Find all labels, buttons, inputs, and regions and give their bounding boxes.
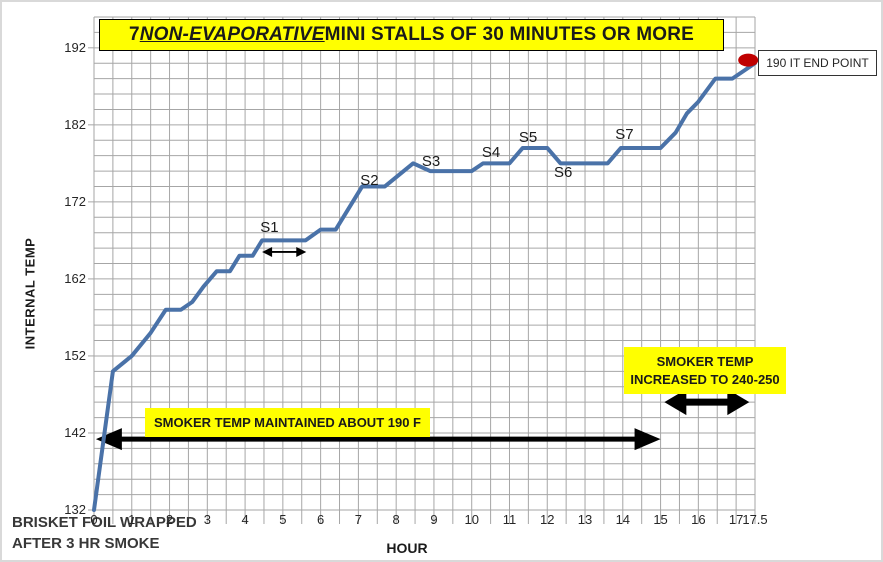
stall-label-s5: S5 <box>518 128 538 146</box>
x-tick-label: 6 <box>317 512 325 527</box>
chart-title-emphasis: NON-EVAPORATIVE <box>139 24 325 45</box>
stall-label-s4: S4 <box>481 144 501 162</box>
stall-label-s6: S6 <box>554 164 573 182</box>
brisket-caption-line2: AFTER 3 HR SMOKE <box>12 535 160 552</box>
chart-title-prefix: 7 <box>128 24 140 45</box>
x-tick-label: 4 <box>241 512 249 527</box>
brisket-caption: BRISKET FOIL WRAPPED AFTER 3 HR SMOKE <box>12 512 197 554</box>
y-tick-label: 182 <box>64 116 86 132</box>
stall-label-s2: S2 <box>360 171 379 189</box>
x-tick-label: 9 <box>430 512 438 527</box>
stall-label-s3: S3 <box>421 152 441 170</box>
smoker-increased-note-line2: INCREASED TO 240-250 <box>630 371 780 387</box>
x-tick-label: 0 <box>90 512 98 527</box>
temperature-line <box>92 61 757 512</box>
stall-label-s1: S1 <box>260 218 279 236</box>
smoker-increased-note-line1: SMOKER TEMP <box>656 353 754 369</box>
x-tick-label: 1 <box>128 512 136 527</box>
stall-label-s7: S7 <box>615 126 634 144</box>
x-tick-label: 8 <box>392 512 400 527</box>
smoker-increased-note: SMOKER TEMP INCREASED TO 240-250 <box>624 347 786 394</box>
x-tick-label: 11 <box>502 512 517 527</box>
chart-title-suffix: MINI STALLS OF 30 MINUTES OR MORE <box>324 24 695 45</box>
smoker-maintained-note: SMOKER TEMP MAINTAINED ABOUT 190 F <box>145 408 430 437</box>
x-tick-label: 16 <box>691 512 706 527</box>
y-tick-label: 132 <box>64 502 86 517</box>
y-tick-label: 192 <box>64 39 86 55</box>
end-point-marker <box>738 53 759 67</box>
x-axis-title: HOUR <box>386 540 428 556</box>
x-tick-label: 14 <box>615 512 631 527</box>
y-tick-label: 172 <box>64 193 86 209</box>
end-point-label: 190 IT END POINT <box>758 50 877 76</box>
x-tick-label: 7 <box>354 512 362 527</box>
x-tick-label: 5 <box>279 512 287 527</box>
x-tick-label: 17 <box>728 512 744 527</box>
brisket-caption-line1: BRISKET FOIL WRAPPED <box>12 514 197 531</box>
y-tick-label: 162 <box>64 270 86 286</box>
chart-title: 7 NON-EVAPORATIVE MINI STALLS OF 30 MINU… <box>99 19 724 51</box>
y-tick-label: 142 <box>64 424 86 440</box>
x-tick-label: 12 <box>540 512 555 527</box>
y-axis-title: INTERNAL TEMP <box>22 237 38 350</box>
x-tick-label: 2 <box>165 512 174 527</box>
x-tick-label: 13 <box>577 512 593 527</box>
y-tick-label: 152 <box>64 347 86 363</box>
x-tick-label: 17.5 <box>742 512 768 527</box>
x-tick-label: 15 <box>653 512 668 527</box>
x-tick-label: 10 <box>464 512 479 527</box>
x-tick-label: 3 <box>203 512 211 527</box>
